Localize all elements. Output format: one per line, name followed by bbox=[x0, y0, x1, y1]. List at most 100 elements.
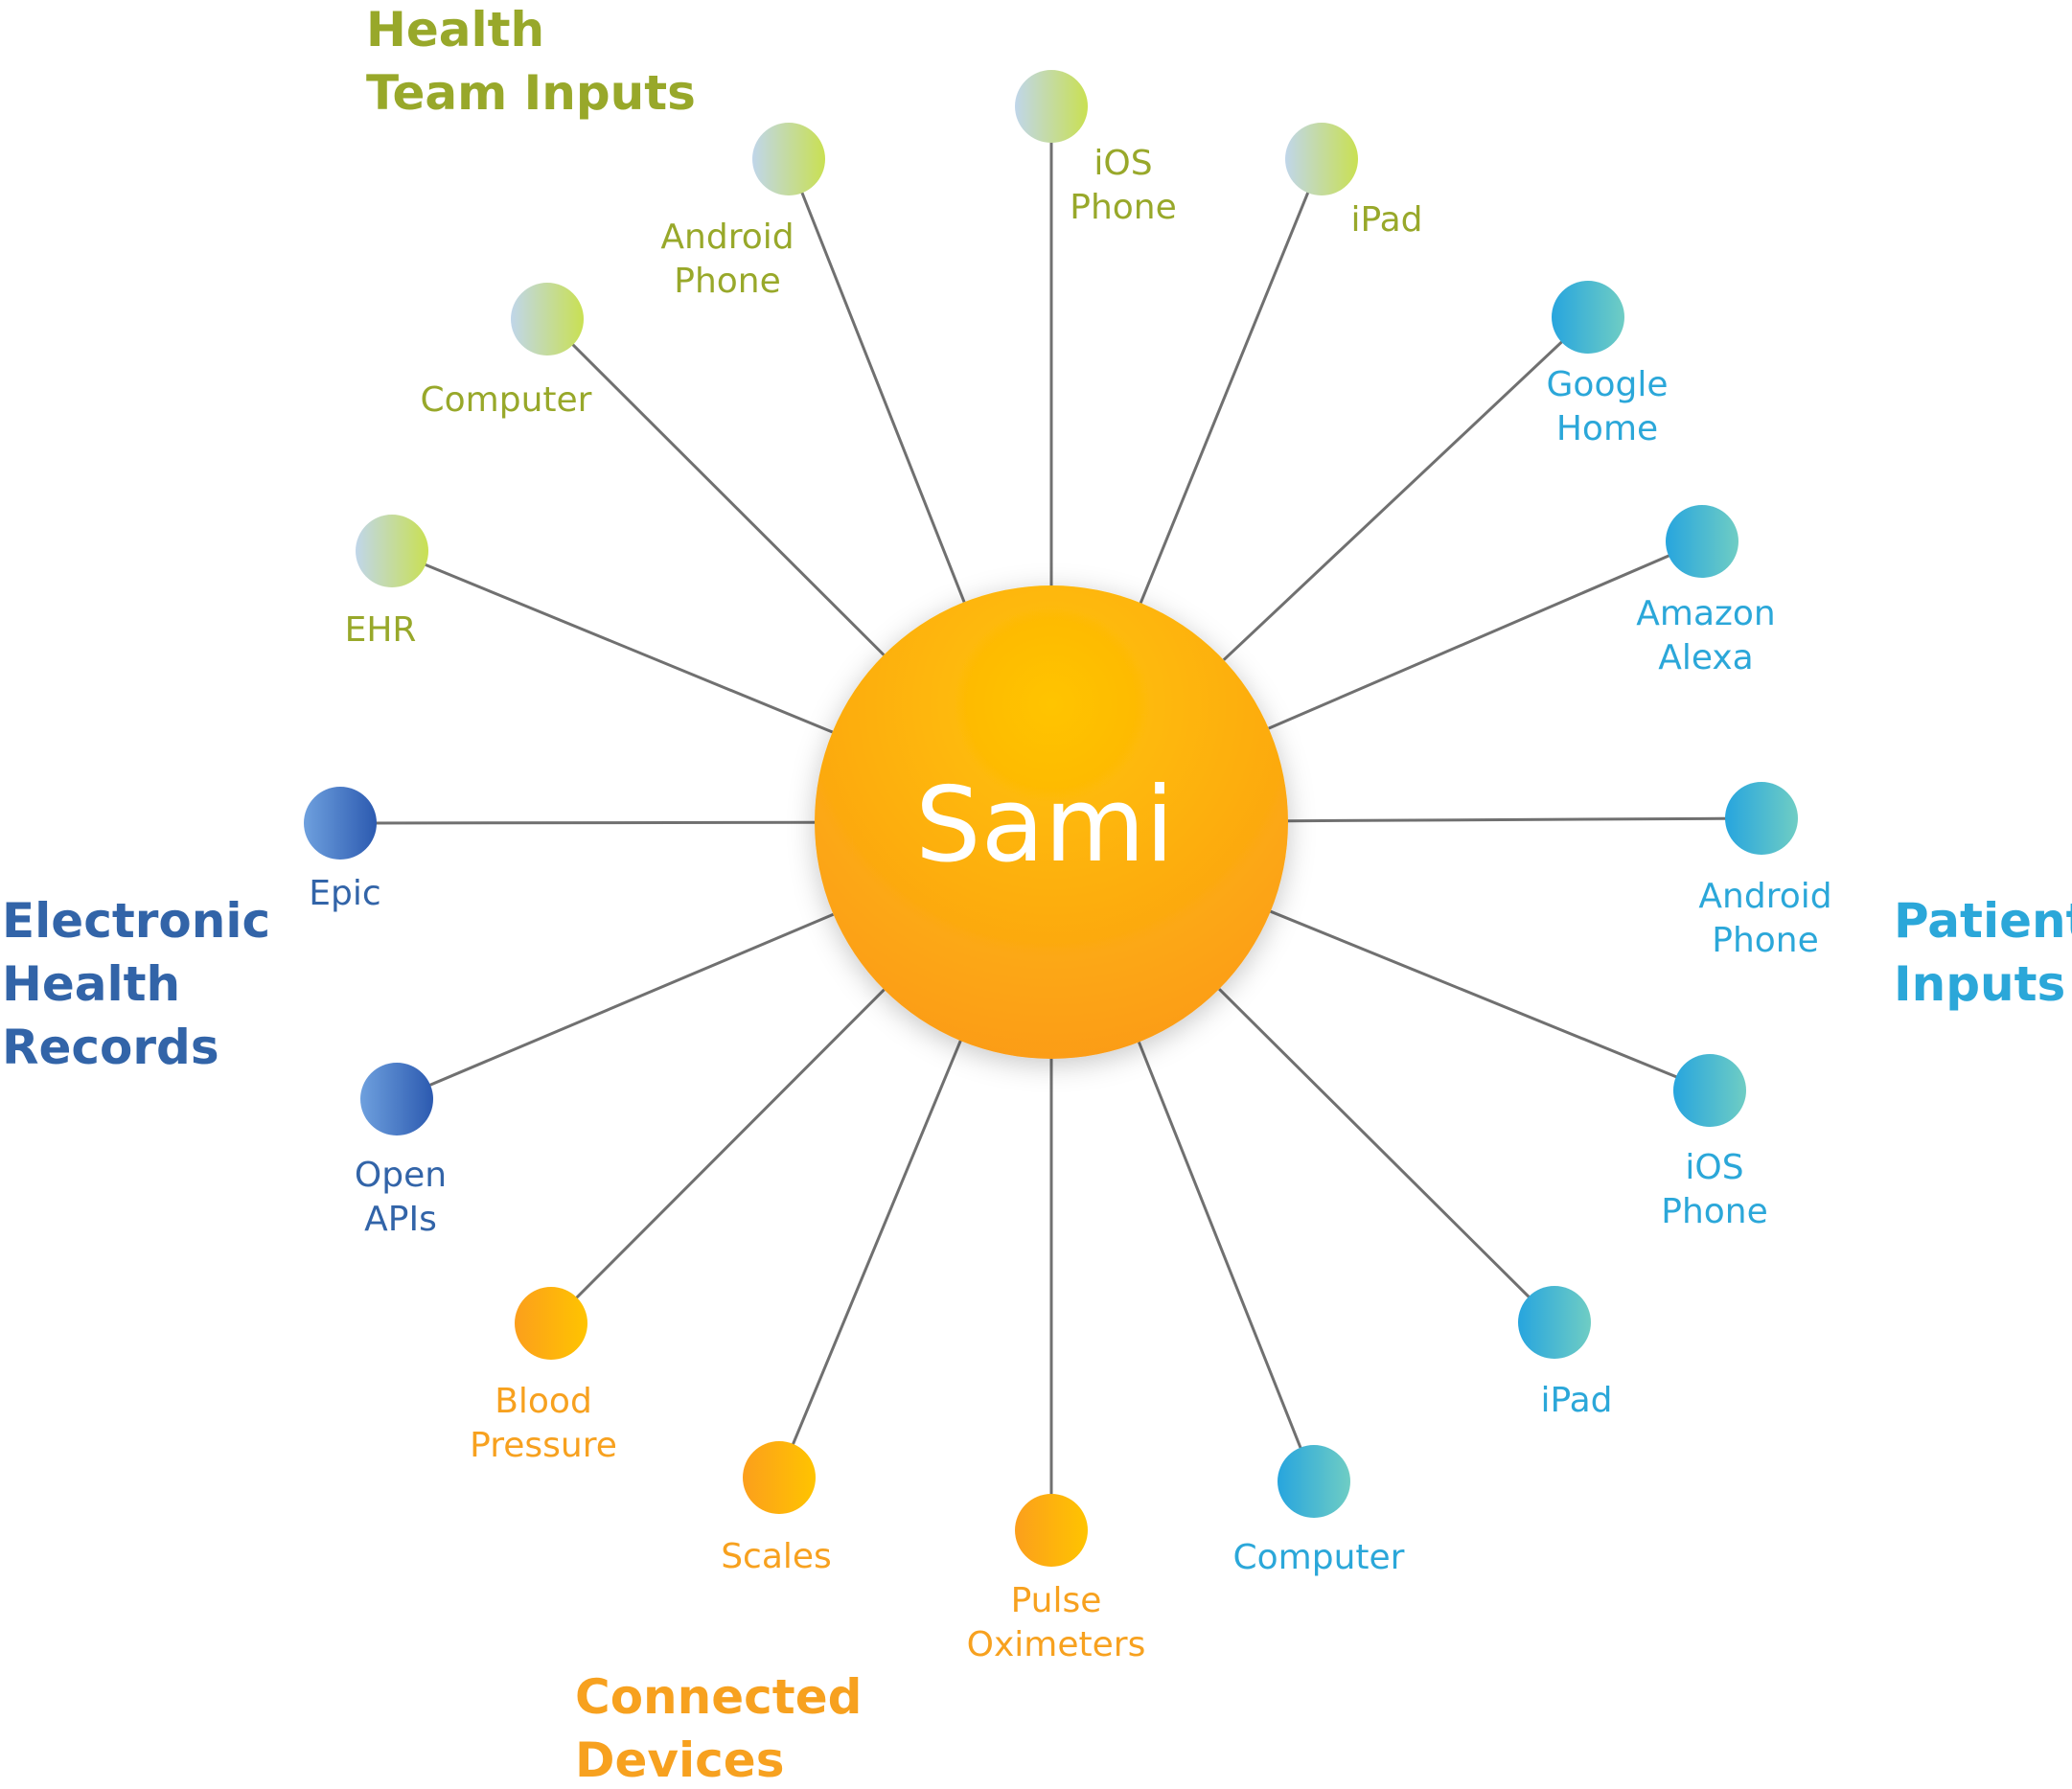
spoke-node[interactable]: iPad bbox=[1518, 1286, 1613, 1420]
spoke-node[interactable]: Epic bbox=[304, 787, 381, 913]
group-label-line: Inputs bbox=[1894, 956, 2065, 1012]
spoke-line bbox=[1138, 1041, 1316, 1482]
node-label-line: iPad bbox=[1350, 200, 1422, 240]
spoke-line bbox=[1270, 909, 1711, 1092]
group-label-line: Connected bbox=[575, 1669, 862, 1725]
spoke-node[interactable]: Android Phone bbox=[660, 123, 825, 301]
node-circle[interactable] bbox=[1552, 281, 1624, 354]
node-label-line: Pressure bbox=[470, 1426, 617, 1465]
spoke-line bbox=[1139, 158, 1324, 604]
node-label-line: Epic bbox=[309, 874, 380, 913]
node-circle[interactable] bbox=[1015, 70, 1088, 143]
node-circle[interactable] bbox=[1673, 1054, 1746, 1127]
node-label-line: Open bbox=[355, 1156, 447, 1195]
node-label-line: iOS bbox=[1685, 1148, 1743, 1187]
node-label: Scales bbox=[721, 1537, 832, 1576]
node-label: Epic bbox=[309, 874, 380, 913]
node-label: iOS Phone bbox=[1070, 144, 1177, 227]
spoke-node[interactable]: EHR bbox=[345, 515, 428, 650]
spoke-node[interactable]: Google Home bbox=[1547, 281, 1669, 448]
node-label-line: Google bbox=[1547, 365, 1669, 404]
spoke-node[interactable]: Computer bbox=[421, 283, 592, 420]
node-circle[interactable] bbox=[743, 1441, 816, 1514]
node-label-line: Home bbox=[1556, 409, 1658, 448]
node-label-line: Phone bbox=[1661, 1192, 1768, 1231]
node-label-line: Pulse bbox=[1011, 1581, 1102, 1620]
spoke-node[interactable]: Scales bbox=[721, 1441, 832, 1576]
node-circle[interactable] bbox=[356, 515, 428, 587]
spoke-line bbox=[549, 988, 886, 1325]
node-label-line: EHR bbox=[345, 610, 417, 650]
spoke-line bbox=[339, 820, 816, 825]
spoke-node[interactable]: Android Phone bbox=[1698, 782, 1832, 960]
node-label: Android Phone bbox=[660, 218, 794, 301]
node-label-line: Phone bbox=[1070, 188, 1177, 227]
hub: Sami bbox=[815, 585, 1288, 1059]
spoke-node[interactable]: Computer bbox=[1233, 1445, 1405, 1577]
node-label-line: Blood bbox=[495, 1382, 592, 1421]
spoke-node[interactable]: Open APIs bbox=[355, 1063, 447, 1239]
node-circle[interactable] bbox=[1666, 505, 1738, 578]
node-label: iOS Phone bbox=[1661, 1148, 1768, 1231]
spoke-line bbox=[545, 317, 886, 656]
node-circle[interactable] bbox=[1285, 123, 1358, 195]
hub-circle bbox=[815, 585, 1288, 1059]
node-label: EHR bbox=[345, 610, 417, 650]
node-circle[interactable] bbox=[1725, 782, 1798, 855]
group-label-line: Devices bbox=[575, 1732, 784, 1788]
spoke-line bbox=[1268, 539, 1703, 730]
node-label: Pulse Oximeters bbox=[967, 1581, 1146, 1664]
node-label: iPad bbox=[1540, 1381, 1612, 1420]
spoke-line bbox=[777, 1040, 962, 1479]
spoke-node[interactable]: iPad bbox=[1285, 123, 1423, 240]
node-label-line: Android bbox=[660, 218, 794, 257]
node-circle[interactable] bbox=[304, 787, 377, 860]
spoke-node[interactable]: iOS Phone bbox=[1661, 1054, 1768, 1231]
node-label-line: Scales bbox=[721, 1537, 832, 1576]
nodes: iOS Phone iPad Google Home Amazon Alexa Android… bbox=[304, 70, 1832, 1664]
group-label-line: Health bbox=[366, 2, 544, 57]
group-label-health-team: Health Team Inputs bbox=[366, 2, 696, 121]
spoke-line bbox=[1222, 315, 1590, 661]
node-label: Google Home bbox=[1547, 365, 1669, 448]
node-circle[interactable] bbox=[1015, 1494, 1088, 1567]
node-label-line: APIs bbox=[364, 1200, 437, 1239]
group-label-devices: Connected Devices bbox=[575, 1669, 862, 1788]
node-circle[interactable] bbox=[511, 283, 584, 356]
node-label-line: Android bbox=[1698, 877, 1831, 916]
group-label-line: Electronic bbox=[2, 893, 270, 949]
spoke-line bbox=[396, 912, 835, 1101]
node-label-line: iOS bbox=[1094, 144, 1152, 183]
spoke-line bbox=[787, 158, 966, 603]
node-label: Computer bbox=[1233, 1538, 1405, 1577]
node-label: Amazon Alexa bbox=[1636, 594, 1776, 677]
group-label-line: Team Inputs bbox=[366, 65, 696, 121]
node-label: Open APIs bbox=[355, 1156, 447, 1239]
spoke-line bbox=[1218, 988, 1556, 1324]
node-circle[interactable] bbox=[360, 1063, 433, 1135]
node-circle[interactable] bbox=[515, 1287, 587, 1360]
node-label: Android Phone bbox=[1698, 877, 1831, 960]
node-label-line: iPad bbox=[1540, 1381, 1612, 1420]
node-label-line: Computer bbox=[1233, 1538, 1405, 1577]
group-label-line: Health bbox=[2, 956, 180, 1012]
node-label: iPad bbox=[1350, 200, 1422, 240]
node-label-line: Phone bbox=[1712, 921, 1819, 960]
node-circle[interactable] bbox=[1278, 1445, 1350, 1518]
node-label-line: Oximeters bbox=[967, 1625, 1146, 1664]
node-label-line: Computer bbox=[421, 380, 592, 420]
spoke-node[interactable]: iOS Phone bbox=[1015, 70, 1177, 227]
node-circle[interactable] bbox=[752, 123, 825, 195]
spoke-node[interactable]: Amazon Alexa bbox=[1636, 505, 1776, 677]
node-label-line: Phone bbox=[674, 262, 781, 301]
group-label-ehr: Electronic Health Records bbox=[2, 893, 270, 1075]
spoke-node[interactable]: Pulse Oximeters bbox=[967, 1494, 1146, 1664]
node-circle[interactable] bbox=[1518, 1286, 1591, 1359]
group-label-line: Records bbox=[2, 1020, 219, 1075]
group-label-line: Patient bbox=[1894, 893, 2072, 949]
node-label-line: Amazon bbox=[1636, 594, 1776, 633]
spoke-node[interactable]: Blood Pressure bbox=[470, 1287, 617, 1465]
node-label-line: Alexa bbox=[1658, 638, 1754, 677]
